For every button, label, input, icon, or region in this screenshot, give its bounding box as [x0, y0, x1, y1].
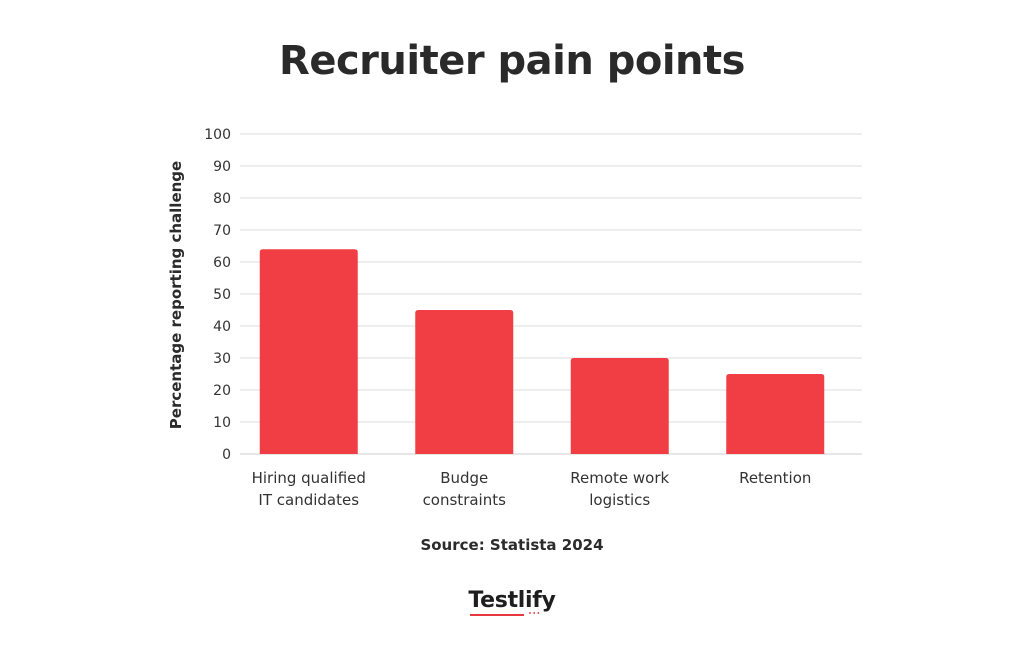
- bar: [415, 310, 514, 454]
- bar: [259, 249, 358, 454]
- y-tick-label: 30: [213, 351, 231, 367]
- y-tick-label: 10: [213, 415, 231, 431]
- logo-wordmark: Testlify: [468, 588, 556, 613]
- x-tick-label: Budge: [440, 469, 488, 487]
- y-tick-label: 50: [213, 287, 231, 303]
- y-tick-label: 20: [213, 383, 231, 399]
- y-tick-label: 70: [213, 223, 231, 239]
- y-tick-label: 80: [213, 191, 231, 207]
- x-tick-label: Hiring qualified: [252, 469, 366, 487]
- brand-logo: Testlify •••: [0, 588, 1024, 617]
- source-note: Source: Statista 2024: [420, 536, 604, 554]
- y-tick-label: 0: [222, 447, 231, 463]
- logo-text: Testlify •••: [468, 588, 556, 617]
- x-tick-label: constraints: [423, 491, 507, 509]
- y-tick-label: 40: [213, 319, 231, 335]
- logo-dots: •••: [528, 611, 541, 617]
- x-tick-label: IT candidates: [258, 491, 359, 509]
- y-tick-labels: 0 10 20 30 40 50 60 70 80 90 100: [204, 127, 231, 463]
- bar: [570, 358, 669, 454]
- x-tick-label: Retention: [739, 469, 811, 487]
- bar: [726, 374, 825, 454]
- x-tick-label: logistics: [589, 491, 650, 509]
- x-tick-label: Remote work: [570, 469, 669, 487]
- y-tick-label: 100: [204, 127, 231, 143]
- bars: [259, 249, 825, 454]
- chart-title: Recruiter pain points: [279, 38, 745, 84]
- y-tick-label: 60: [213, 255, 231, 271]
- logo-underline: [470, 614, 525, 616]
- y-tick-label: 90: [213, 159, 231, 175]
- x-tick-labels: Hiring qualified IT candidates Budge constr…: [252, 469, 812, 509]
